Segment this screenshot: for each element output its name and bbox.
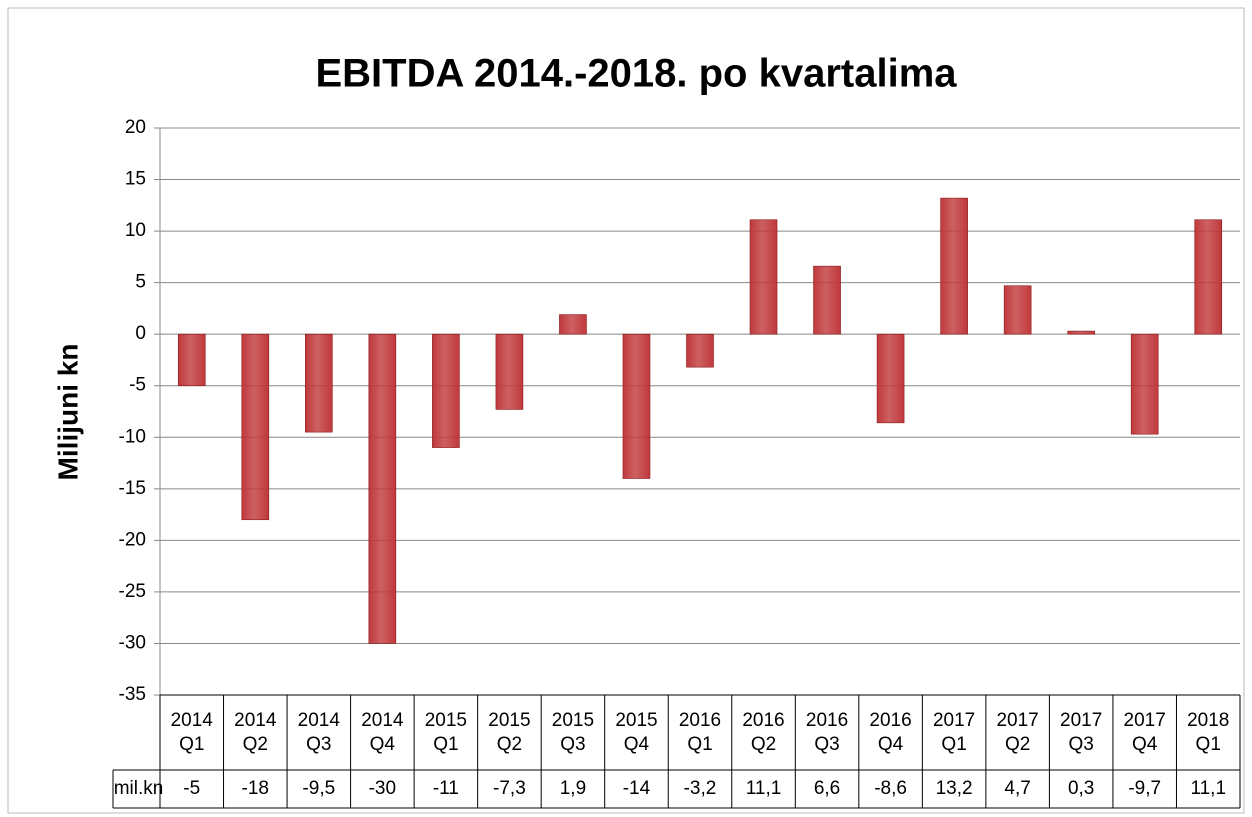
data-label: 4,7 (1004, 778, 1031, 799)
bar (876, 333, 905, 424)
bar (495, 333, 524, 410)
category-label: 2016 Q3 (805, 709, 849, 755)
y-tick-label: 0 (135, 323, 146, 344)
y-tick-label: -35 (119, 684, 146, 705)
data-label: -9,7 (1128, 778, 1162, 799)
category-label: 2018 Q1 (1187, 709, 1230, 755)
category-label: 2015 Q3 (551, 709, 595, 755)
bar (1067, 330, 1095, 335)
legend-label: mil.kn (113, 778, 164, 799)
chart-title: EBITDA 2014.-2018. po kvartalima (315, 52, 957, 96)
y-axis-label: Milijuni kn (52, 344, 83, 481)
data-label: -14 (622, 778, 651, 799)
category-label: 2015 Q4 (615, 709, 658, 755)
category-label: 2017 Q4 (1123, 709, 1166, 755)
category-label: 2017 Q1 (932, 709, 976, 755)
category-label: 2017 Q3 (1060, 709, 1103, 755)
y-tick-label: -15 (119, 478, 146, 499)
bar (622, 333, 651, 479)
bar (1194, 219, 1223, 335)
data-label: -18 (241, 778, 269, 799)
category-label: 2014 Q1 (170, 709, 213, 755)
category-label: 2017 Q2 (996, 709, 1039, 755)
y-tick-label: -20 (119, 529, 146, 550)
category-label: 2015 Q2 (488, 709, 531, 755)
data-label: 11,1 (745, 778, 782, 799)
category-label: 2016 Q2 (742, 709, 785, 755)
y-tick-label: -25 (119, 581, 146, 602)
category-label: 2016 Q4 (869, 709, 912, 755)
data-label: 11,1 (1190, 778, 1227, 799)
y-tick-label: 5 (135, 272, 146, 293)
data-label: -3,2 (683, 778, 717, 799)
data-label: 13,2 (935, 778, 973, 799)
bar (241, 333, 270, 521)
bar (813, 265, 841, 335)
bar (1130, 333, 1159, 435)
legend-entry: mil.kn (113, 770, 164, 808)
data-label: 0,3 (1067, 778, 1095, 799)
category-label: 2014 Q3 (297, 709, 340, 755)
bar (559, 314, 587, 335)
category-label: 2014 Q2 (234, 709, 277, 755)
y-tick-label: -10 (119, 426, 146, 447)
y-tick-label: 15 (125, 169, 146, 190)
bar (1003, 285, 1032, 335)
data-label: 6,6 (813, 778, 841, 799)
y-tick-label: -5 (129, 375, 146, 396)
y-tick-label: 20 (125, 117, 146, 138)
category-label: 2016 Q1 (678, 709, 722, 755)
bar (368, 333, 397, 644)
category-label: 2014 Q4 (361, 709, 404, 755)
y-tick-label: 10 (125, 220, 146, 241)
bar (940, 197, 968, 335)
data-label: -5 (183, 778, 201, 799)
category-label: 2015 Q1 (424, 709, 467, 755)
data-label: -9,5 (302, 778, 336, 799)
y-tick-label: -30 (119, 632, 146, 653)
bar (177, 333, 206, 387)
data-label: -8,6 (874, 778, 907, 799)
data-label: 1,9 (559, 778, 587, 799)
bar (686, 333, 714, 368)
bar (432, 333, 460, 448)
bar (305, 333, 333, 433)
data-label: -11 (432, 778, 459, 799)
bar (749, 219, 778, 335)
data-label: -7,3 (493, 778, 526, 799)
data-label: -30 (368, 778, 397, 799)
